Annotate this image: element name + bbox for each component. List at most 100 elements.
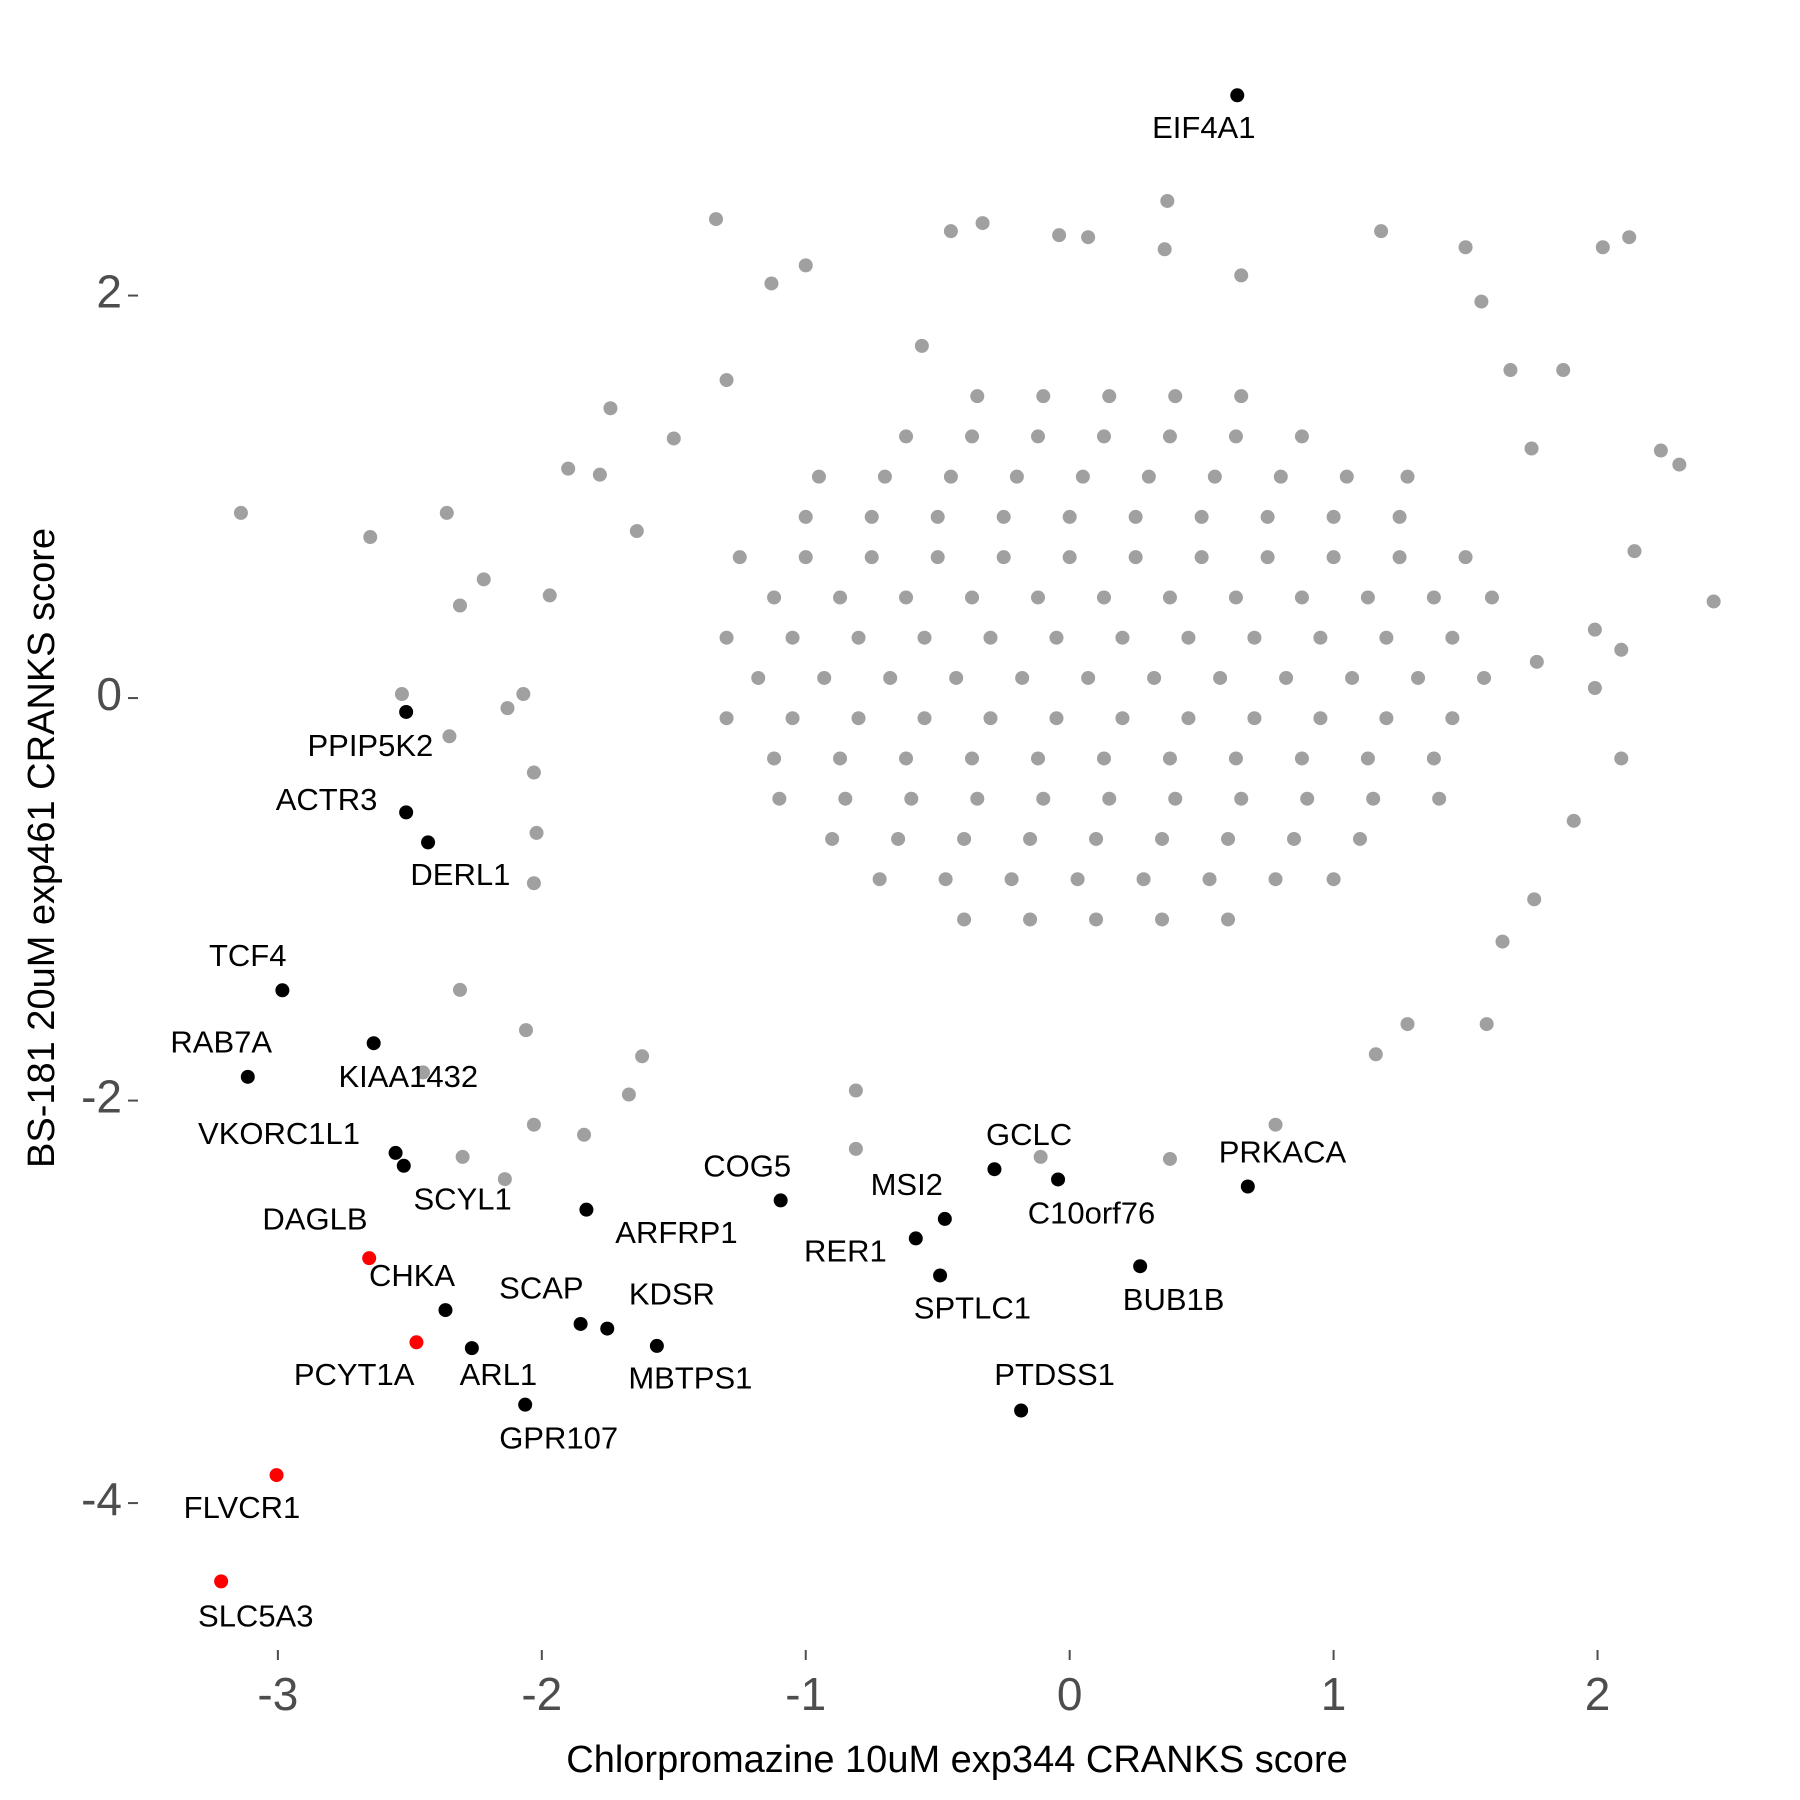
point (751, 670, 766, 685)
point (1339, 469, 1354, 484)
point (1030, 751, 1045, 766)
point (573, 1316, 588, 1331)
point (811, 469, 826, 484)
point (1168, 389, 1183, 404)
point (1089, 912, 1104, 927)
point (561, 461, 576, 476)
point (1036, 389, 1051, 404)
point (1260, 509, 1275, 524)
point (1234, 791, 1249, 806)
point (1181, 630, 1196, 645)
point (798, 509, 813, 524)
point (1458, 240, 1473, 255)
point (1326, 509, 1341, 524)
point (1622, 230, 1637, 245)
point-label: GCLC (986, 1117, 1072, 1152)
point (1115, 630, 1130, 645)
point (275, 983, 290, 998)
point-label: FLVCR1 (184, 1490, 301, 1525)
point (1294, 590, 1309, 605)
point (851, 630, 866, 645)
point-label: SCYL1 (414, 1182, 512, 1217)
point (1400, 469, 1415, 484)
point-label: C10orf76 (1028, 1195, 1156, 1230)
point (1287, 831, 1302, 846)
point-label: DERL1 (410, 857, 510, 892)
point (542, 588, 557, 603)
point (362, 1251, 377, 1266)
point-label: ARL1 (460, 1357, 538, 1392)
point (214, 1574, 229, 1589)
point (877, 469, 892, 484)
point (1294, 751, 1309, 766)
point (908, 1231, 923, 1246)
point (476, 572, 491, 587)
point (785, 630, 800, 645)
point (1049, 711, 1064, 726)
point (455, 1149, 470, 1164)
point (1529, 654, 1544, 669)
point (1426, 751, 1441, 766)
x-tick-label: -1 (785, 1668, 826, 1720)
point (1141, 469, 1156, 484)
y-tick-label: 0 (96, 668, 122, 720)
point (719, 711, 734, 726)
point-label: SPTLC1 (914, 1290, 1031, 1325)
point (965, 429, 980, 444)
point (592, 467, 607, 482)
point (1157, 242, 1172, 257)
point (1155, 912, 1170, 927)
point-label: BUB1B (1123, 1282, 1225, 1317)
point (872, 872, 887, 887)
point (442, 729, 457, 744)
point (1313, 711, 1328, 726)
point-label: PCYT1A (294, 1357, 415, 1392)
point (1162, 590, 1177, 605)
point (1614, 751, 1629, 766)
point (1070, 872, 1085, 887)
point (1426, 590, 1441, 605)
point (933, 1268, 948, 1283)
point (1023, 831, 1038, 846)
point (1524, 441, 1539, 456)
point-label: GPR107 (499, 1421, 618, 1456)
point (938, 872, 953, 887)
x-tick-label: 1 (1321, 1668, 1347, 1720)
point (1202, 872, 1217, 887)
point (1587, 681, 1602, 696)
point (1477, 670, 1492, 685)
point (1458, 550, 1473, 565)
point (1566, 813, 1581, 828)
point (1051, 1172, 1066, 1187)
point (970, 791, 985, 806)
point (1004, 872, 1019, 887)
point-label: SCAP (499, 1271, 583, 1306)
point (1168, 791, 1183, 806)
point (240, 1069, 255, 1084)
point (1556, 363, 1571, 378)
point (1627, 544, 1642, 559)
point (1062, 509, 1077, 524)
point (1102, 791, 1117, 806)
y-tick-label: -4 (81, 1473, 122, 1525)
point (1326, 872, 1341, 887)
point (943, 224, 958, 239)
point (1181, 711, 1196, 726)
point (516, 687, 531, 702)
point (1279, 670, 1294, 685)
point (269, 1468, 284, 1483)
point (732, 550, 747, 565)
point (1479, 1017, 1494, 1032)
point (785, 711, 800, 726)
point (1484, 590, 1499, 605)
point-label: EIF4A1 (1152, 110, 1255, 145)
point (1213, 670, 1228, 685)
point (1081, 670, 1096, 685)
point (1374, 224, 1389, 239)
point (1234, 389, 1249, 404)
point (1102, 389, 1117, 404)
point (930, 509, 945, 524)
point (904, 791, 919, 806)
point-label: DAGLB (262, 1201, 367, 1236)
